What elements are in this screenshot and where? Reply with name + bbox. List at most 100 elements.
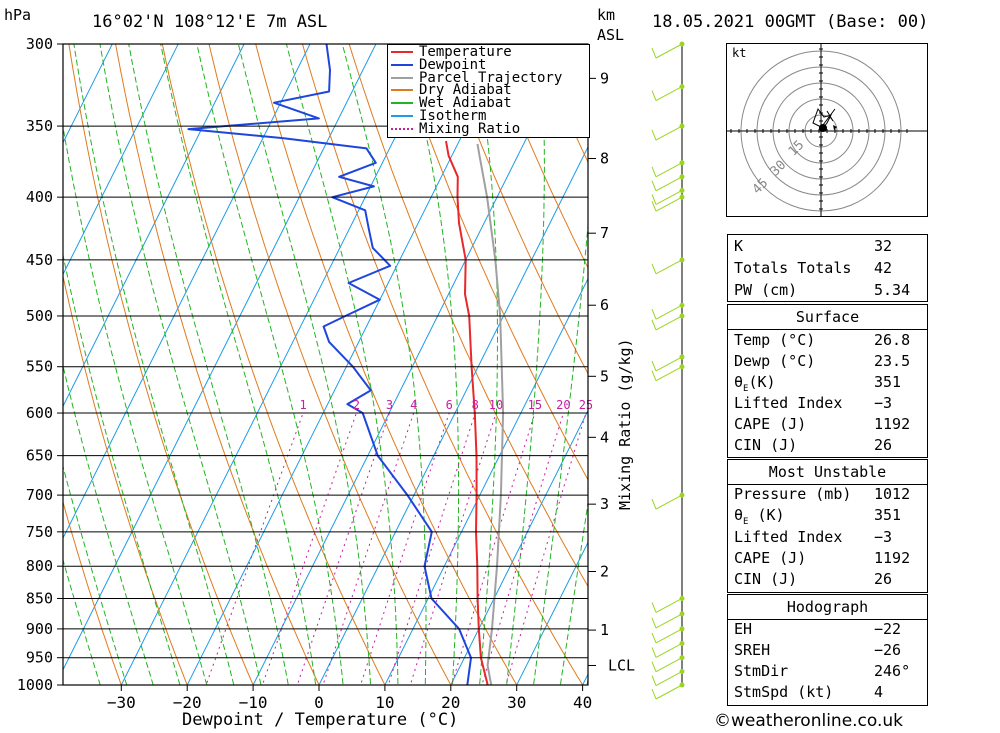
wet-adiabat-line <box>586 676 588 685</box>
wet-adiabat-line <box>63 558 101 685</box>
mu-pressure-row: Pressure (mb) 1012 <box>734 485 911 503</box>
dry-adiabat-line <box>68 44 254 685</box>
legend-entry-temperature: Temperature <box>391 45 512 59</box>
most-unstable-title: Most Unstable <box>768 463 887 481</box>
indices-panel: K 32 Totals Totals 42 PW (cm) 5.34 <box>727 234 928 302</box>
isotherm-line <box>63 44 311 540</box>
hodograph-unit-label: kt <box>732 46 747 60</box>
dry-adiabat-line <box>255 44 518 685</box>
legend: Temperature Dewpoint Parcel Trajectory Dry … <box>387 44 590 138</box>
hodograph-ring-label: 15 <box>786 138 808 160</box>
pressure-tick-label: 1000 <box>17 676 53 694</box>
pressure-tick-label: 800 <box>26 557 53 575</box>
wind-barb <box>651 356 683 372</box>
wind-barb <box>651 125 683 141</box>
mixing-ratio-line <box>481 412 564 685</box>
mixing-ratio-line <box>505 412 587 685</box>
mixing-ratio-line <box>322 412 415 685</box>
wind-barb <box>651 657 683 673</box>
surface-li-row: Lifted Index −3 <box>734 394 893 412</box>
temperature-tick-label: 10 <box>375 693 394 712</box>
mu-li-row: Lifted Index −3 <box>734 528 893 546</box>
plot-frame <box>62 43 589 686</box>
copyright-footer[interactable]: ©weatheronline.co.uk <box>714 711 904 731</box>
dry-adiabat-line <box>161 44 386 685</box>
wet-adiabat-line <box>63 464 128 685</box>
wet-adiabat-line <box>196 44 344 685</box>
wet-adiabat-line <box>73 44 235 685</box>
dry-adiabat-line <box>442 44 588 375</box>
mu-cin-row: CIN (J) 26 <box>734 570 893 588</box>
km-tick-label: 8 <box>600 150 609 168</box>
surface-title: Surface <box>795 308 860 326</box>
legend-label: Mixing Ratio <box>419 120 521 137</box>
pressure-tick-label: 500 <box>26 307 53 325</box>
mixing-ratio-label: 1 <box>299 398 306 412</box>
pressure-tick-label: 750 <box>26 523 53 541</box>
hpa-unit-label: hPa <box>4 6 32 24</box>
temperature-tick-label: 20 <box>441 693 460 712</box>
legend-entry-wet_adiabat: Wet Adiabat <box>391 96 512 110</box>
surface-cape-row: CAPE (J) 1192 <box>734 415 911 433</box>
wet-adiabat-line <box>128 44 289 685</box>
legend-label: Dry Adiabat <box>419 82 512 99</box>
hodograph-panel: 15 30 45 kt <box>726 43 928 217</box>
km-tick-label: 5 <box>600 367 609 385</box>
pressure-tick-label: 850 <box>26 589 53 607</box>
surface-temp-row: Temp (°C) 26.8 <box>734 331 911 349</box>
isotherm-line <box>516 541 588 685</box>
wind-barb <box>651 196 683 212</box>
wet-adiabat-line <box>532 219 588 685</box>
isotherm-line <box>318 145 588 685</box>
km-tick-label: 1 <box>600 621 609 639</box>
wind-barb <box>651 86 683 102</box>
index-row-pw: PW (cm) 5.34 <box>734 281 911 299</box>
legend-swatch <box>391 115 413 117</box>
wind-barb <box>651 176 683 192</box>
hodograph-params-panel: Hodograph EH −22 SREH −26 StmDir 246° StmSp… <box>727 594 928 706</box>
mixing-ratio-label: 8 <box>472 398 479 412</box>
dewpoint-line <box>187 44 472 685</box>
datetime-title: 18.05.2021 00GMT (Base: 00) <box>652 12 929 32</box>
x-axis-title: Dewpoint / Temperature (°C) <box>182 710 459 730</box>
surface-dewp-row: Dewp (°C) 23.5 <box>734 352 911 370</box>
legend-entry-isotherm: Isotherm <box>391 109 486 123</box>
wet-adiabat-line <box>237 44 372 685</box>
hodo-eh-row: EH −22 <box>734 620 902 638</box>
mu-theta-row: θE (K) 351 <box>734 506 902 527</box>
wind-barb <box>651 598 683 613</box>
isotherm-line <box>63 44 113 144</box>
dry-adiabat-line <box>348 44 588 588</box>
km-tick-label: 9 <box>600 69 609 87</box>
km-tick-label: 3 <box>600 495 609 513</box>
km-tick-label: 2 <box>600 562 609 580</box>
wet-adiabat-line <box>405 44 460 685</box>
dry-adiabat-line <box>115 44 320 685</box>
wet-adiabat-line <box>473 44 498 685</box>
wet-adiabat-line <box>341 44 427 685</box>
mixing-ratio-axis-title: Mixing Ratio (g/kg) <box>616 338 634 510</box>
legend-label: Parcel Trajectory <box>419 69 563 86</box>
surface-panel: Surface Temp (°C) 26.8 Dewp (°C) 23.5 θE(K… <box>727 304 928 458</box>
wind-barb <box>651 304 683 320</box>
pressure-tick-label: 550 <box>26 358 53 376</box>
dry-adiabat-line <box>63 500 122 685</box>
temperature-tick-label: 0 <box>314 693 324 712</box>
mixing-ratio-label: 15 <box>528 398 542 412</box>
dry-adiabat-line <box>63 273 188 685</box>
hodograph-storm-dot <box>819 124 827 132</box>
hodo-sreh-row: SREH −26 <box>734 641 902 659</box>
wind-barb <box>651 190 683 205</box>
isotherm-line <box>63 44 245 408</box>
pressure-tick-label: 350 <box>26 117 53 135</box>
km-tick-label: 4 <box>600 428 609 446</box>
legend-swatch <box>391 89 413 92</box>
wet-adiabat-line <box>506 44 545 685</box>
legend-entry-mixing_ratio: Mixing Ratio <box>391 120 521 137</box>
mixing-ratio-label: 20 <box>556 398 570 412</box>
asl-unit-label: ASL <box>597 26 625 44</box>
surface-cin-row: CIN (J) 26 <box>734 436 893 454</box>
dry-adiabat-line <box>208 44 452 685</box>
wet-adiabat-line <box>63 363 154 685</box>
